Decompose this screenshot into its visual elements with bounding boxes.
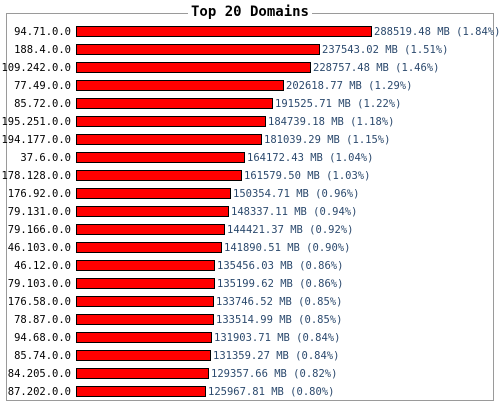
value-label: 288519.48 MB (1.84%) [374,26,500,38]
category-label: 79.103.0.0 [8,278,71,290]
category-label: 176.92.0.0 [8,188,71,200]
value-label: 133514.99 MB (0.85%) [216,314,342,326]
chart-title: Top 20 Domains [187,4,312,20]
value-label: 202618.77 MB (1.29%) [286,80,412,92]
category-label: 79.131.0.0 [8,206,71,218]
value-label: 125967.81 MB (0.80%) [208,386,334,398]
category-label: 46.103.0.0 [8,242,71,254]
value-label: 144421.37 MB (0.92%) [227,224,353,236]
value-label: 150354.71 MB (0.96%) [233,188,359,200]
value-label: 148337.11 MB (0.94%) [231,206,357,218]
bar [76,170,242,181]
value-label: 161579.50 MB (1.03%) [244,170,370,182]
bar [76,332,212,343]
value-label: 131359.27 MB (0.84%) [213,350,339,362]
bar [76,368,209,379]
value-label: 184739.18 MB (1.18%) [268,116,394,128]
category-label: 77.49.0.0 [14,80,71,92]
category-label: 84.205.0.0 [8,368,71,380]
bar [76,152,245,163]
value-label: 164172.43 MB (1.04%) [247,152,373,164]
category-label: 176.58.0.0 [8,296,71,308]
category-label: 194.177.0.0 [1,134,71,146]
bar [76,350,211,361]
bar [76,98,273,109]
bar [76,242,222,253]
category-label: 178.128.0.0 [1,170,71,182]
category-label: 87.202.0.0 [8,386,71,398]
bar [76,296,214,307]
category-label: 188.4.0.0 [14,44,71,56]
bar [76,116,266,127]
value-label: 131903.71 MB (0.84%) [214,332,340,344]
value-label: 237543.02 MB (1.51%) [322,44,448,56]
category-label: 37.6.0.0 [20,152,71,164]
category-label: 46.12.0.0 [14,260,71,272]
category-label: 195.251.0.0 [1,116,71,128]
bar [76,134,262,145]
category-label: 94.68.0.0 [14,332,71,344]
value-label: 228757.48 MB (1.46%) [313,62,439,74]
category-label: 79.166.0.0 [8,224,71,236]
value-label: 133746.52 MB (0.85%) [216,296,342,308]
value-label: 141890.51 MB (0.90%) [224,242,350,254]
category-label: 85.74.0.0 [14,350,71,362]
value-label: 129357.66 MB (0.82%) [211,368,337,380]
bar [76,26,372,37]
value-label: 191525.71 MB (1.22%) [275,98,401,110]
category-label: 85.72.0.0 [14,98,71,110]
bar [76,224,225,235]
bar [76,44,320,55]
bar [76,314,214,325]
bar [76,62,311,73]
value-label: 135456.03 MB (0.86%) [217,260,343,272]
bar [76,386,206,397]
bar [76,206,229,217]
category-label: 109.242.0.0 [1,62,71,74]
value-label: 181039.29 MB (1.15%) [264,134,390,146]
chart-title-wrap: Top 20 Domains [0,3,500,21]
category-label: 78.87.0.0 [14,314,71,326]
bar [76,278,215,289]
value-label: 135199.62 MB (0.86%) [217,278,343,290]
bar [76,188,231,199]
category-label: 94.71.0.0 [14,26,71,38]
bar [76,260,215,271]
bar [76,80,284,91]
